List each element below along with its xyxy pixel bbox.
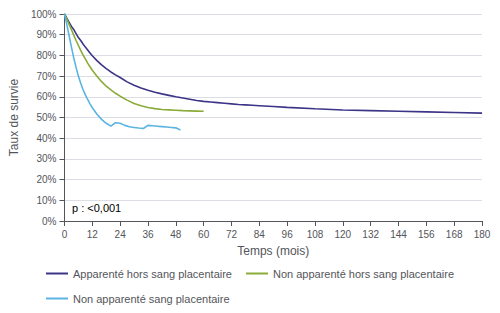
svg-text:24: 24 [115, 229, 127, 240]
svg-text:Non apparenté hors sang placen: Non apparenté hors sang placentaire [273, 268, 454, 280]
svg-text:48: 48 [170, 229, 182, 240]
svg-text:168: 168 [446, 229, 463, 240]
svg-text:0%: 0% [42, 216, 57, 227]
svg-text:40%: 40% [36, 133, 56, 144]
svg-text:50%: 50% [36, 112, 56, 123]
svg-text:12: 12 [87, 229, 99, 240]
svg-text:30%: 30% [36, 153, 56, 164]
svg-text:156: 156 [418, 229, 435, 240]
svg-text:Apparenté hors sang placentair: Apparenté hors sang placentaire [73, 268, 232, 280]
svg-text:96: 96 [282, 229, 294, 240]
svg-text:0: 0 [62, 229, 68, 240]
svg-text:100%: 100% [31, 9, 57, 20]
svg-text:132: 132 [362, 229, 379, 240]
svg-text:p : <0,001: p : <0,001 [72, 202, 121, 214]
svg-text:10%: 10% [36, 195, 56, 206]
svg-text:Taux de survie: Taux de survie [7, 78, 21, 156]
svg-text:60%: 60% [36, 91, 56, 102]
svg-text:72: 72 [226, 229, 238, 240]
svg-text:80%: 80% [36, 50, 56, 61]
svg-text:120: 120 [334, 229, 351, 240]
svg-text:180: 180 [474, 229, 491, 240]
svg-text:36: 36 [142, 229, 154, 240]
svg-text:60: 60 [198, 229, 210, 240]
svg-text:90%: 90% [36, 29, 56, 40]
svg-text:70%: 70% [36, 71, 56, 82]
svg-text:Non apparenté sang placentaire: Non apparenté sang placentaire [73, 293, 230, 305]
svg-text:144: 144 [390, 229, 407, 240]
svg-text:108: 108 [307, 229, 324, 240]
svg-text:Temps (mois): Temps (mois) [237, 244, 309, 258]
svg-text:20%: 20% [36, 174, 56, 185]
svg-text:84: 84 [254, 229, 266, 240]
